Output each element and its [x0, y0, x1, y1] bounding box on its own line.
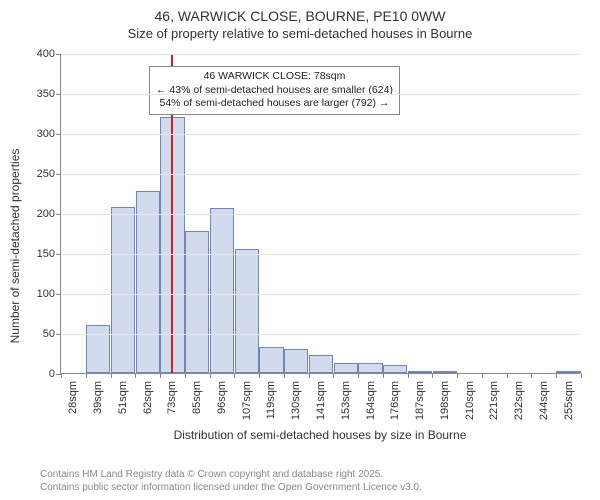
x-tick-label: 153sqm — [340, 381, 352, 420]
x-tick-label: 73sqm — [166, 381, 178, 414]
x-tick-mark — [61, 373, 62, 378]
bar — [86, 325, 110, 373]
bar — [111, 207, 135, 373]
x-tick-mark — [581, 373, 582, 378]
annotation-line-3: 54% of semi-detached houses are larger (… — [156, 97, 393, 111]
bar — [210, 208, 234, 373]
x-tick-label: 51sqm — [117, 381, 129, 414]
x-tick-mark — [210, 373, 211, 378]
y-tick-label: 0 — [49, 368, 55, 380]
y-tick-label: 300 — [37, 128, 55, 140]
x-tick-label: 244sqm — [538, 381, 550, 420]
bar — [309, 355, 333, 373]
attribution-line-1: Contains HM Land Registry data © Crown c… — [40, 469, 422, 482]
y-tick-label: 350 — [37, 88, 55, 100]
x-tick-label: 130sqm — [290, 381, 302, 420]
grid-line — [61, 94, 580, 95]
grid-line — [61, 214, 580, 215]
y-tick-mark — [56, 134, 61, 135]
annotation-box: 46 WARWICK CLOSE: 78sqm ← 43% of semi-de… — [149, 66, 400, 115]
y-tick-label: 100 — [37, 288, 55, 300]
y-tick-label: 400 — [37, 48, 55, 60]
title-sub: Size of property relative to semi-detach… — [0, 26, 600, 41]
y-axis-label-text: Number of semi-detached properties — [8, 149, 22, 344]
x-tick-mark — [234, 373, 235, 378]
x-tick-mark — [507, 373, 508, 378]
grid-line — [61, 294, 580, 295]
bar — [185, 231, 209, 373]
y-tick-mark — [56, 334, 61, 335]
x-tick-label: 141sqm — [315, 381, 327, 420]
x-tick-label: 85sqm — [191, 381, 203, 414]
x-tick-label: 221sqm — [488, 381, 500, 420]
x-tick-label: 255sqm — [563, 381, 575, 420]
x-axis-label: Distribution of semi-detached houses by … — [60, 428, 580, 442]
grid-line — [61, 54, 580, 55]
bar — [136, 191, 160, 373]
bar — [358, 363, 382, 373]
y-tick-label: 50 — [43, 328, 55, 340]
y-tick-mark — [56, 174, 61, 175]
x-tick-mark — [556, 373, 557, 378]
y-tick-label: 250 — [37, 168, 55, 180]
bar — [433, 371, 457, 373]
x-tick-label: 119sqm — [265, 381, 277, 419]
x-tick-mark — [86, 373, 87, 378]
bar — [259, 347, 283, 373]
y-axis-label: Number of semi-detached properties — [8, 51, 22, 246]
chart-outer: Number of semi-detached properties 46 WA… — [0, 46, 600, 446]
x-tick-label: 176sqm — [389, 381, 401, 420]
x-tick-label: 107sqm — [241, 381, 253, 420]
x-tick-label: 210sqm — [464, 381, 476, 420]
x-tick-label: 198sqm — [439, 381, 451, 420]
annotation-line-1: 46 WARWICK CLOSE: 78sqm — [156, 70, 393, 84]
bar — [334, 363, 358, 373]
bar — [284, 349, 308, 373]
y-tick-mark — [56, 254, 61, 255]
x-tick-mark — [432, 373, 433, 378]
grid-line — [61, 254, 580, 255]
x-tick-mark — [383, 373, 384, 378]
bar — [235, 249, 259, 373]
y-tick-mark — [56, 54, 61, 55]
grid-line — [61, 134, 580, 135]
x-tick-label: 232sqm — [513, 381, 525, 420]
x-tick-mark — [259, 373, 260, 378]
x-tick-mark — [333, 373, 334, 378]
x-tick-label: 187sqm — [414, 381, 426, 420]
x-tick-label: 62sqm — [142, 381, 154, 414]
x-tick-mark — [482, 373, 483, 378]
bar — [408, 371, 432, 373]
x-tick-mark — [309, 373, 310, 378]
x-tick-mark — [160, 373, 161, 378]
bar — [556, 371, 580, 373]
chart-container: 46, WARWICK CLOSE, BOURNE, PE10 0WW Size… — [0, 0, 600, 500]
x-tick-mark — [457, 373, 458, 378]
x-tick-mark — [531, 373, 532, 378]
bar — [383, 365, 407, 373]
annotation-line-2: ← 43% of semi-detached houses are smalle… — [156, 84, 393, 98]
y-tick-label: 200 — [37, 208, 55, 220]
x-tick-mark — [185, 373, 186, 378]
x-tick-mark — [284, 373, 285, 378]
attribution: Contains HM Land Registry data © Crown c… — [40, 469, 422, 494]
x-tick-mark — [135, 373, 136, 378]
title-main: 46, WARWICK CLOSE, BOURNE, PE10 0WW — [0, 8, 600, 24]
x-tick-label: 39sqm — [92, 381, 104, 414]
title-block: 46, WARWICK CLOSE, BOURNE, PE10 0WW Size… — [0, 0, 600, 41]
x-tick-mark — [111, 373, 112, 378]
plot-area: 46 WARWICK CLOSE: 78sqm ← 43% of semi-de… — [60, 54, 580, 374]
x-tick-label: 96sqm — [216, 381, 228, 414]
x-tick-mark — [408, 373, 409, 378]
y-tick-mark — [56, 94, 61, 95]
y-tick-mark — [56, 214, 61, 215]
x-tick-label: 28sqm — [67, 381, 79, 414]
attribution-line-2: Contains public sector information licen… — [40, 482, 422, 495]
grid-line — [61, 334, 580, 335]
y-tick-mark — [56, 294, 61, 295]
x-tick-label: 164sqm — [365, 381, 377, 420]
y-tick-label: 150 — [37, 248, 55, 260]
grid-line — [61, 174, 580, 175]
x-tick-mark — [358, 373, 359, 378]
